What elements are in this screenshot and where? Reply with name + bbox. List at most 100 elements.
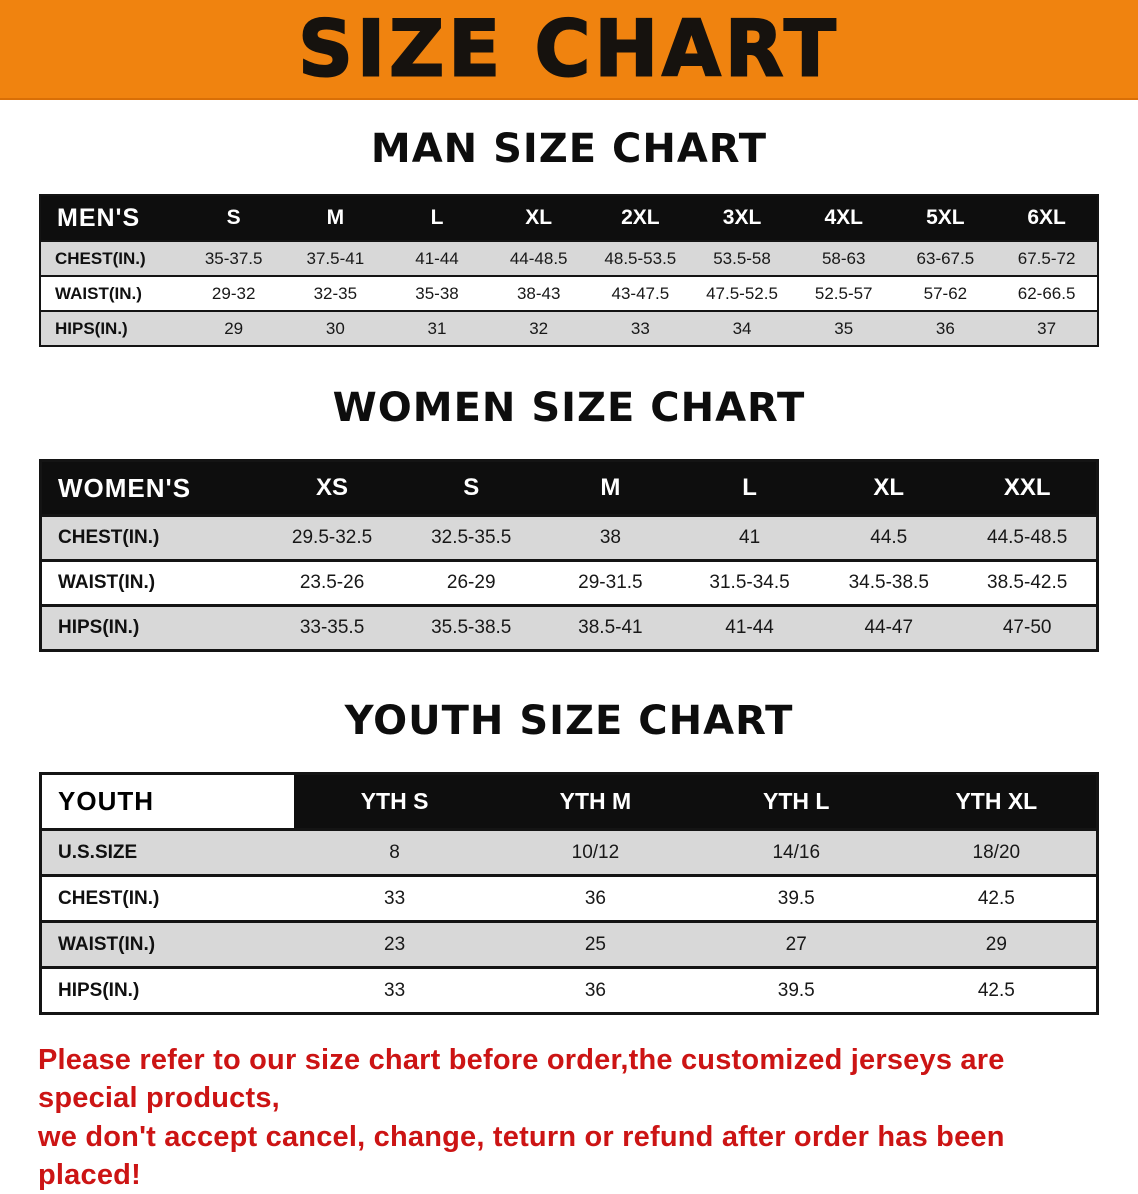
table-corner-label: WOMEN'S [40, 460, 263, 516]
women-section-heading: WOMEN SIZE CHART [332, 385, 806, 431]
size-value-cell: 32 [529, 318, 549, 338]
size-value-cell: 58-63 [821, 248, 866, 268]
youth-size-section: YOUTH SIZE CHART YOUTH YTH S YTH M YTH L YTH… [0, 698, 1138, 1015]
size-column-header: YTH L [695, 773, 897, 830]
size-value-cell: 26-29 [446, 572, 496, 593]
size-value-cell: 52.5-57 [814, 283, 873, 303]
size-value-cell: 10/12 [571, 841, 620, 863]
size-value-cell: 30 [325, 318, 345, 338]
size-column-header: XL [487, 195, 590, 241]
size-value-cell: 41-44 [725, 617, 774, 638]
size-value-cell: 29-32 [211, 283, 256, 303]
size-value-cell: 25 [584, 933, 606, 955]
row-label: HIPS(IN.) [58, 617, 140, 638]
size-value-cell: 38-43 [516, 283, 561, 303]
size-value-cell: 62-66.5 [1017, 283, 1076, 303]
size-value-cell: 36 [584, 979, 606, 1001]
table-corner-label: YOUTH [40, 773, 295, 830]
size-column-header: M [284, 195, 387, 241]
size-value-cell: 23 [384, 933, 406, 955]
disclaimer: Please refer to our size chart before or… [0, 1041, 1138, 1194]
size-value-cell: 23.5-26 [299, 572, 365, 593]
size-column-header: XL [819, 460, 959, 516]
size-value-cell: 39.5 [777, 979, 815, 1001]
size-value-cell: 41-44 [415, 248, 459, 268]
row-label: WAIST(IN.) [58, 933, 156, 955]
row-label: HIPS(IN.) [58, 979, 140, 1001]
youth-size-table: YOUTH YTH S YTH M YTH L YTH XL U.S.SIZE 8 10/12… [39, 772, 1099, 1015]
size-value-cell: 27 [785, 933, 807, 955]
size-column-header: 6XL [996, 195, 1098, 241]
size-value-cell: 8 [389, 841, 400, 863]
size-value-cell: 29.5-32.5 [291, 527, 373, 548]
row-label: WAIST(IN.) [58, 572, 156, 593]
banner-title: SIZE CHART [297, 3, 840, 94]
table-row: HIPS(IN.) 33 36 39.5 42.5 [40, 967, 1098, 1014]
size-value-cell: 33-35.5 [299, 617, 365, 638]
size-column-header: S [182, 195, 285, 241]
size-value-cell: 34.5-38.5 [848, 572, 929, 593]
size-value-cell: 36 [935, 318, 955, 338]
disclaimer-line-1: Please refer to our size chart before or… [38, 1044, 1005, 1115]
size-value-cell: 37 [1037, 318, 1057, 338]
women-size-table: WOMEN'S XS S M L XL XXL CHEST(IN.) 29.5-32.5 32.5… [39, 459, 1099, 652]
size-value-cell: 35-37.5 [204, 248, 263, 268]
size-value-cell: 33 [384, 979, 406, 1001]
size-column-header: XXL [958, 460, 1098, 516]
size-value-cell: 67.5-72 [1017, 248, 1076, 268]
size-column-header: 4XL [792, 195, 895, 241]
row-label: CHEST(IN.) [55, 248, 146, 268]
size-column-header: L [679, 460, 820, 516]
table-row: HIPS(IN.) 29 30 31 32 33 34 35 36 37 [40, 311, 1098, 346]
size-value-cell: 38.5-42.5 [987, 572, 1068, 593]
table-row: CHEST(IN.) 33 36 39.5 42.5 [40, 875, 1098, 922]
size-column-header: YTH XL [896, 773, 1098, 830]
size-value-cell: 47.5-52.5 [706, 283, 778, 303]
size-chart-banner: SIZE CHART [0, 0, 1138, 100]
size-value-cell: 36 [584, 887, 606, 909]
table-header-row: YOUTH YTH S YTH M YTH L YTH XL [40, 773, 1098, 830]
size-column-header: 3XL [691, 195, 793, 241]
size-value-cell: 32.5-35.5 [431, 527, 512, 548]
table-corner-label: MEN'S [40, 195, 183, 241]
size-value-cell: 44.5 [870, 527, 908, 548]
size-value-cell: 44.5-48.5 [987, 527, 1068, 548]
size-value-cell: 33 [384, 887, 406, 909]
men-section-heading: MAN SIZE CHART [370, 126, 768, 172]
row-label: WAIST(IN.) [55, 283, 142, 303]
size-column-header: XS [262, 460, 402, 516]
size-column-header: L [386, 195, 488, 241]
size-value-cell: 44-48.5 [509, 248, 568, 268]
size-value-cell: 35-38 [415, 283, 459, 303]
table-row: HIPS(IN.) 33-35.5 35.5-38.5 38.5-41 41-44 44-… [40, 605, 1098, 651]
size-value-cell: 35.5-38.5 [431, 617, 512, 638]
table-header-row: MEN'S S M L XL 2XL 3XL 4XL 5XL 6XL [40, 195, 1098, 241]
row-label: CHEST(IN.) [58, 887, 160, 909]
size-value-cell: 33 [630, 318, 650, 338]
table-row: WAIST(IN.) 29-32 32-35 35-38 38-43 43-47.5 47.… [40, 276, 1098, 311]
size-column-header: YTH S [294, 773, 495, 830]
size-value-cell: 18/20 [972, 841, 1021, 863]
size-value-cell: 29 [985, 933, 1007, 955]
size-value-cell: 38.5-41 [578, 617, 643, 638]
women-size-section: WOMEN SIZE CHART WOMEN'S XS S M L XL XXL CHEST(… [0, 385, 1138, 652]
size-value-cell: 41 [739, 527, 761, 548]
size-column-header: YTH M [495, 773, 696, 830]
row-label: CHEST(IN.) [58, 527, 160, 548]
table-row: U.S.SIZE 8 10/12 14/16 18/20 [40, 829, 1098, 876]
size-value-cell: 42.5 [977, 887, 1015, 909]
youth-section-heading: YOUTH SIZE CHART [344, 698, 794, 744]
size-value-cell: 48.5-53.5 [604, 248, 677, 268]
size-value-cell: 47-50 [1002, 617, 1052, 638]
size-value-cell: 31 [427, 318, 447, 338]
size-value-cell: 35 [834, 318, 854, 338]
size-value-cell: 34 [732, 318, 752, 338]
table-row: WAIST(IN.) 23 25 27 29 [40, 921, 1098, 968]
size-value-cell: 38 [599, 527, 621, 548]
table-row: CHEST(IN.) 35-37.5 37.5-41 41-44 44-48.5 48.5… [40, 241, 1098, 276]
row-label: HIPS(IN.) [55, 318, 128, 338]
size-value-cell: 63-67.5 [916, 248, 975, 268]
size-value-cell: 32-35 [313, 283, 358, 303]
size-value-cell: 42.5 [977, 979, 1015, 1001]
size-column-header: S [401, 460, 541, 516]
